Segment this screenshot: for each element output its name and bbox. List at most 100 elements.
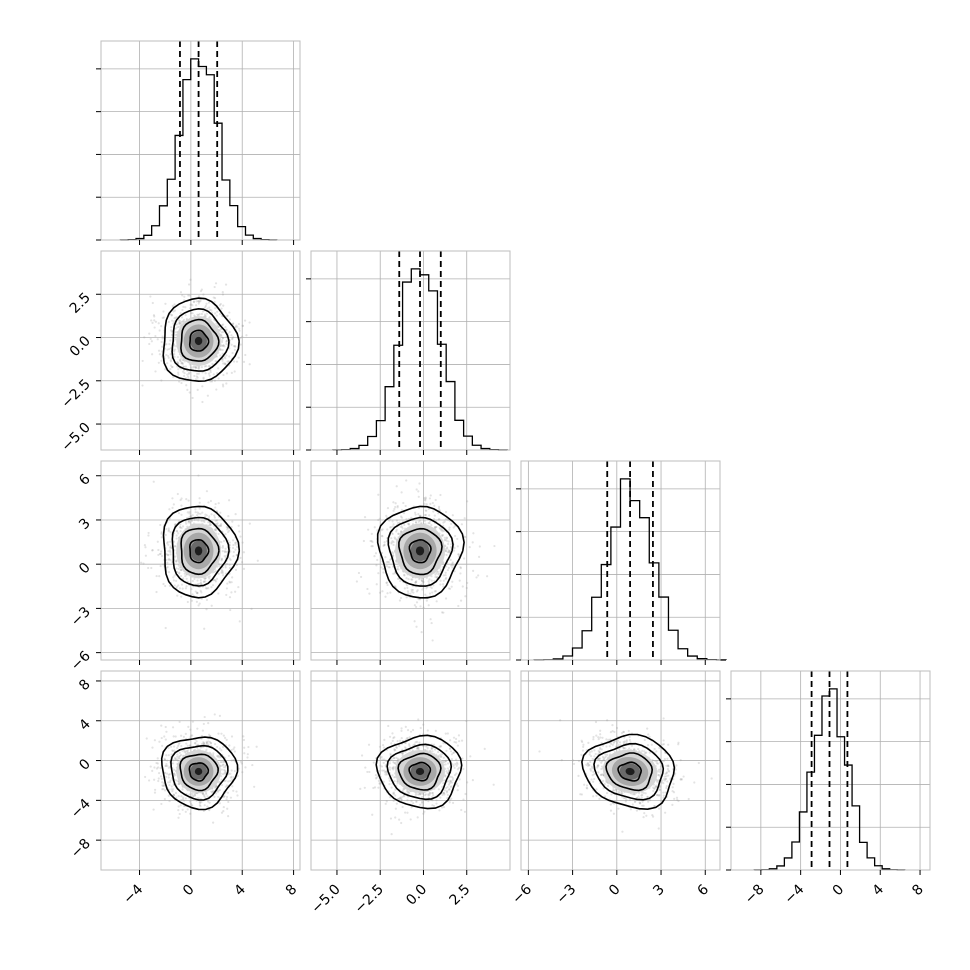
scatter-point — [407, 578, 410, 581]
scatter-point — [160, 379, 163, 382]
scatter-point — [197, 300, 200, 303]
scatter-point — [378, 591, 382, 594]
scatter-point — [383, 758, 386, 761]
scatter-point — [450, 781, 454, 784]
contour-1.5sigma — [171, 516, 230, 587]
scatter-point — [468, 546, 471, 549]
scatter-point — [401, 789, 404, 792]
scatter-point — [172, 322, 175, 325]
scatter-point — [224, 363, 227, 366]
scatter-point — [157, 777, 160, 780]
scatter-point — [228, 355, 231, 358]
scatter-point — [221, 359, 224, 362]
scatter-point — [656, 780, 659, 783]
scatter-point — [447, 566, 450, 570]
scatter-point — [178, 587, 181, 590]
scatter-point — [167, 570, 171, 574]
scatter-point — [445, 546, 449, 549]
scatter-point — [429, 494, 432, 497]
scatter-point — [371, 813, 374, 816]
scatter-point — [424, 593, 427, 596]
scatter-point — [451, 566, 454, 569]
scatter-point — [389, 526, 392, 529]
scatter-point — [181, 525, 185, 528]
scatter-point — [225, 328, 228, 331]
scatter-point — [421, 579, 424, 583]
scatter-point — [179, 526, 182, 529]
contour-0.5sigma — [408, 538, 432, 564]
scatter-point — [221, 344, 224, 348]
scatter-point — [197, 295, 201, 298]
scatter-point — [193, 793, 197, 796]
density-shade — [194, 767, 203, 776]
scatter-point — [188, 745, 192, 748]
scatter-point — [384, 802, 387, 805]
scatter-point — [469, 755, 472, 758]
scatter-point — [198, 300, 201, 304]
scatter-point — [381, 590, 384, 593]
scatter-point — [433, 590, 436, 593]
scatter-point — [166, 764, 169, 768]
scatter-point — [214, 528, 217, 531]
scatter-point — [396, 567, 399, 571]
scatter-point — [235, 554, 238, 557]
scatter-point — [220, 307, 223, 310]
scatter-point — [184, 587, 187, 590]
scatter-point — [174, 555, 177, 558]
scatter-point — [199, 290, 203, 293]
scatter-point — [219, 348, 222, 352]
scatter-point — [181, 362, 185, 366]
scatter-point — [378, 782, 381, 786]
scatter-point — [169, 550, 172, 554]
scatter-point — [445, 770, 448, 773]
scatter-point — [428, 791, 432, 795]
scatter-point — [425, 503, 428, 506]
scatter-point — [174, 316, 177, 319]
scatter-point — [238, 620, 241, 623]
scatter-point — [373, 526, 376, 529]
scatter-point — [224, 564, 227, 567]
scatter-point — [443, 520, 446, 523]
scatter-point — [223, 736, 227, 739]
scatter-point — [450, 564, 453, 567]
scatter-point — [218, 802, 221, 805]
scatter-point — [448, 787, 451, 791]
scatter-point — [456, 545, 459, 548]
scatter-point — [196, 797, 199, 800]
contour-1sigma — [180, 318, 220, 362]
scatter-point — [170, 785, 173, 788]
scatter-point — [452, 564, 455, 567]
scatter-point — [154, 370, 157, 373]
scatter-point — [228, 557, 231, 560]
scatter-point — [196, 511, 199, 514]
scatter-point — [201, 729, 204, 732]
scatter-point — [218, 714, 222, 717]
scatter-point — [223, 772, 226, 775]
scatter-point — [190, 519, 194, 522]
scatter-point — [403, 573, 406, 576]
scatter-point — [191, 804, 194, 807]
scatter-point — [233, 370, 236, 373]
scatter-point — [449, 747, 452, 750]
scatter-point — [390, 742, 393, 745]
scatter-point — [400, 516, 404, 519]
scatter-point — [171, 789, 174, 793]
scatter-point — [382, 544, 385, 548]
scatter-point — [428, 592, 432, 595]
scatter-point — [180, 798, 183, 802]
scatter-point — [418, 598, 422, 601]
scatter-point — [225, 339, 229, 342]
scatter-point — [160, 532, 163, 535]
scatter-point — [444, 760, 447, 763]
scatter-point — [375, 564, 378, 567]
scatter-point — [202, 580, 206, 583]
scatter-point — [424, 509, 427, 512]
scatter-point — [187, 375, 190, 378]
scatter-point — [205, 514, 208, 517]
scatter-point — [193, 374, 196, 378]
scatter-point — [392, 554, 395, 557]
scatter-point — [471, 541, 474, 544]
scatter-point — [216, 754, 219, 757]
scatter-point — [220, 331, 223, 334]
scatter-point — [417, 598, 420, 601]
